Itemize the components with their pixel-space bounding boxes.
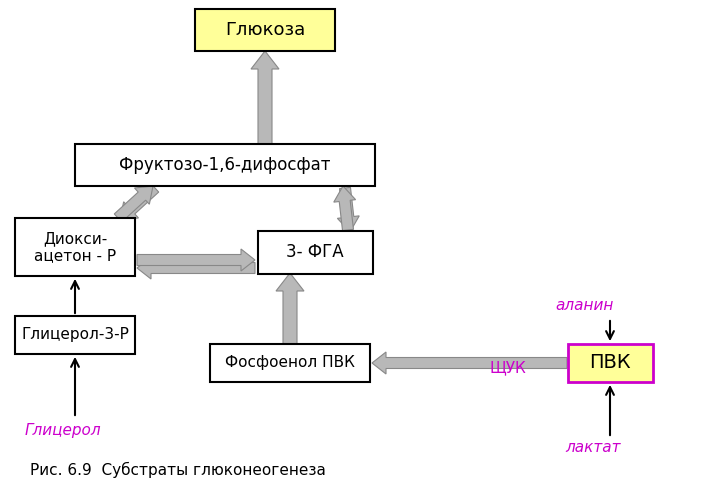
Bar	[15, 218, 135, 276]
FancyArrow shape	[251, 51, 279, 144]
Bar	[210, 344, 370, 382]
FancyArrow shape	[338, 188, 360, 232]
Text: Глицерол: Глицерол	[25, 423, 102, 438]
Text: ПВК: ПВК	[589, 353, 631, 373]
Bar	[568, 344, 653, 382]
Text: 3- ФГА: 3- ФГА	[286, 243, 344, 261]
FancyArrow shape	[137, 257, 255, 279]
Bar	[75, 144, 375, 186]
FancyArrow shape	[120, 184, 159, 220]
Text: Фруктозо-1,6-дифосфат: Фруктозо-1,6-дифосфат	[119, 156, 331, 174]
Text: аланин: аланин	[555, 297, 613, 312]
Text: ЩУК: ЩУК	[490, 360, 527, 376]
FancyArrow shape	[333, 186, 355, 231]
FancyArrow shape	[372, 352, 567, 374]
Text: Глюкоза: Глюкоза	[225, 21, 305, 39]
Text: Диокси-
ацетон - Р: Диокси- ацетон - Р	[34, 231, 116, 263]
Text: Фосфоенол ПВК: Фосфоенол ПВК	[225, 355, 355, 370]
FancyArrow shape	[137, 249, 255, 271]
FancyArrow shape	[114, 186, 153, 222]
Text: лактат: лактат	[565, 440, 620, 454]
Text: Глицерол-3-Р: Глицерол-3-Р	[21, 328, 129, 343]
FancyArrow shape	[276, 273, 304, 344]
Bar	[15, 316, 135, 354]
Bar	[195, 9, 335, 51]
Bar	[257, 231, 372, 274]
Text: Рис. 6.9  Субстраты глюконеогенеза: Рис. 6.9 Субстраты глюконеогенеза	[30, 462, 326, 478]
